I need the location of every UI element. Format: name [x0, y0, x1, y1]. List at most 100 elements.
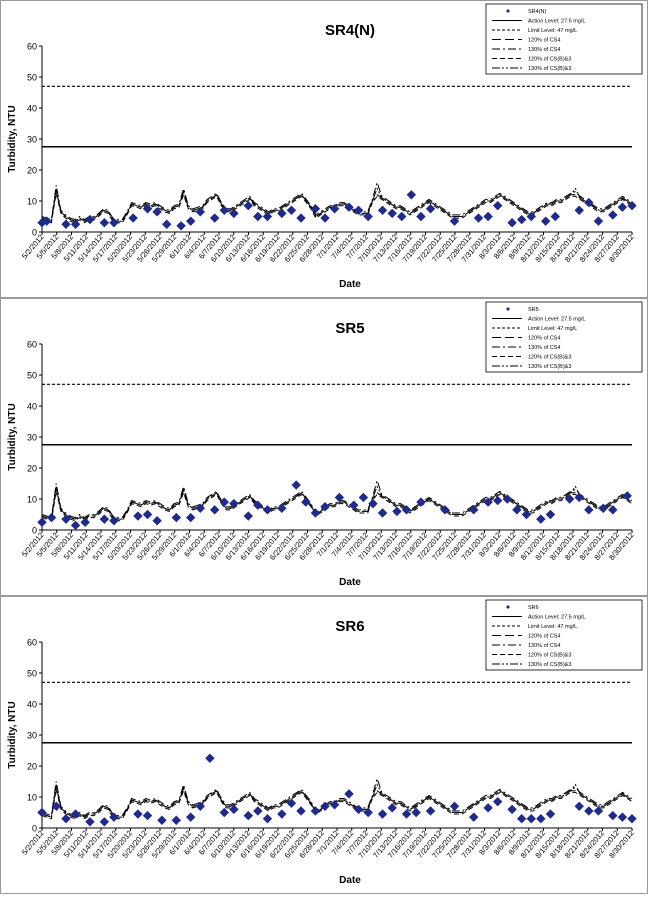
- data-point: [219, 497, 229, 507]
- y-tick-label: 40: [27, 402, 37, 412]
- legend-marker: [506, 9, 510, 13]
- data-point: [550, 211, 560, 222]
- data-point: [545, 809, 556, 819]
- data-point: [253, 500, 263, 510]
- data-point: [310, 806, 321, 816]
- legend-label: 120% of CS4: [528, 38, 560, 44]
- series-line: [41, 776, 633, 817]
- series-line: [41, 491, 633, 522]
- data-point: [492, 495, 503, 506]
- data-point: [526, 211, 536, 222]
- data-point: [416, 211, 426, 222]
- data-point: [344, 202, 354, 212]
- data-point: [262, 813, 273, 824]
- data-point: [363, 807, 373, 818]
- data-point: [584, 197, 594, 208]
- legend: SR5 Action Level: 27.5 mg/L Limit Level: 4…: [485, 301, 643, 373]
- data-point: [109, 812, 119, 822]
- data-point: [440, 505, 450, 515]
- data-point: [70, 520, 81, 531]
- data-point: [593, 216, 604, 226]
- data-point: [483, 497, 493, 507]
- legend: SR6 Action Level: 27.5 mg/L Limit Level: 4…: [485, 599, 643, 671]
- y-tick-label: 60: [27, 638, 37, 648]
- data-point: [627, 200, 637, 211]
- data-point: [540, 216, 551, 226]
- legend-label: 130% of CS4: [528, 47, 560, 53]
- data-point: [622, 491, 632, 501]
- data-point: [142, 810, 153, 821]
- data-point: [545, 509, 556, 520]
- data-point: [42, 216, 52, 226]
- series-line: [41, 789, 633, 820]
- data-point: [353, 205, 364, 216]
- y-tick-label: 10: [27, 793, 37, 803]
- data-point: [37, 807, 47, 818]
- data-point: [593, 806, 604, 816]
- legend-label: 130% of CS(B)&3: [528, 364, 571, 370]
- data-point: [37, 517, 47, 527]
- data-point: [262, 505, 273, 515]
- legend-label: Limit Level: 47 mg/L: [528, 624, 577, 630]
- y-axis-label: Turbidity, NTU: [7, 701, 18, 768]
- data-point: [608, 505, 618, 515]
- data-point: [51, 801, 62, 812]
- data-point: [99, 217, 110, 228]
- data-point: [142, 509, 153, 520]
- data-point: [152, 515, 162, 526]
- data-point: [195, 801, 205, 812]
- data-point: [526, 813, 536, 824]
- y-tick-label: 20: [27, 762, 37, 772]
- data-point: [521, 509, 532, 520]
- data-point: [483, 211, 493, 222]
- data-point: [162, 219, 172, 229]
- y-tick-label: 20: [27, 166, 37, 176]
- data-point: [617, 202, 628, 212]
- data-point: [195, 503, 205, 514]
- data-point: [128, 213, 138, 223]
- data-point: [387, 803, 397, 813]
- y-tick-label: 0: [32, 824, 37, 834]
- x-axis-label: Date: [339, 875, 361, 886]
- legend-label: 130% of CS(B)&3: [528, 662, 571, 668]
- data-point: [133, 511, 143, 521]
- data-point: [584, 505, 594, 515]
- legend-label: Limit Level: 47 mg/L: [528, 28, 577, 34]
- data-point: [85, 817, 95, 827]
- y-tick-label: 60: [27, 340, 37, 350]
- y-tick-label: 10: [27, 495, 37, 505]
- data-point: [205, 753, 215, 763]
- legend-label: 130% of CS4: [528, 345, 560, 351]
- legend-label: 130% of CS4: [528, 643, 560, 649]
- legend-label: 120% of CS4: [528, 336, 560, 342]
- data-point: [99, 514, 110, 524]
- y-tick-label: 50: [27, 669, 37, 679]
- data-point: [492, 200, 503, 211]
- data-point: [449, 801, 460, 812]
- data-point: [329, 204, 340, 214]
- data-point: [291, 480, 301, 490]
- data-point: [229, 208, 239, 219]
- data-point: [425, 806, 436, 816]
- data-point: [377, 508, 388, 518]
- data-point: [516, 813, 527, 824]
- x-axis-label: Date: [339, 279, 361, 290]
- data-point: [368, 498, 378, 509]
- legend-label: SR5: [528, 307, 539, 313]
- data-point: [507, 804, 517, 815]
- y-tick-label: 10: [27, 197, 37, 207]
- legend-label: Action Level: 27.5 mg/L: [528, 19, 585, 25]
- data-point: [627, 813, 637, 824]
- data-point: [483, 803, 493, 813]
- data-point: [277, 503, 287, 514]
- data-point: [133, 809, 143, 819]
- data-point: [157, 815, 167, 825]
- data-point: [219, 807, 229, 818]
- series-line: [41, 180, 633, 221]
- series-line: [41, 187, 633, 222]
- legend-label: 120% of CS4: [528, 634, 560, 640]
- data-point: [473, 213, 484, 223]
- data-point: [262, 211, 273, 222]
- data-point: [377, 809, 388, 819]
